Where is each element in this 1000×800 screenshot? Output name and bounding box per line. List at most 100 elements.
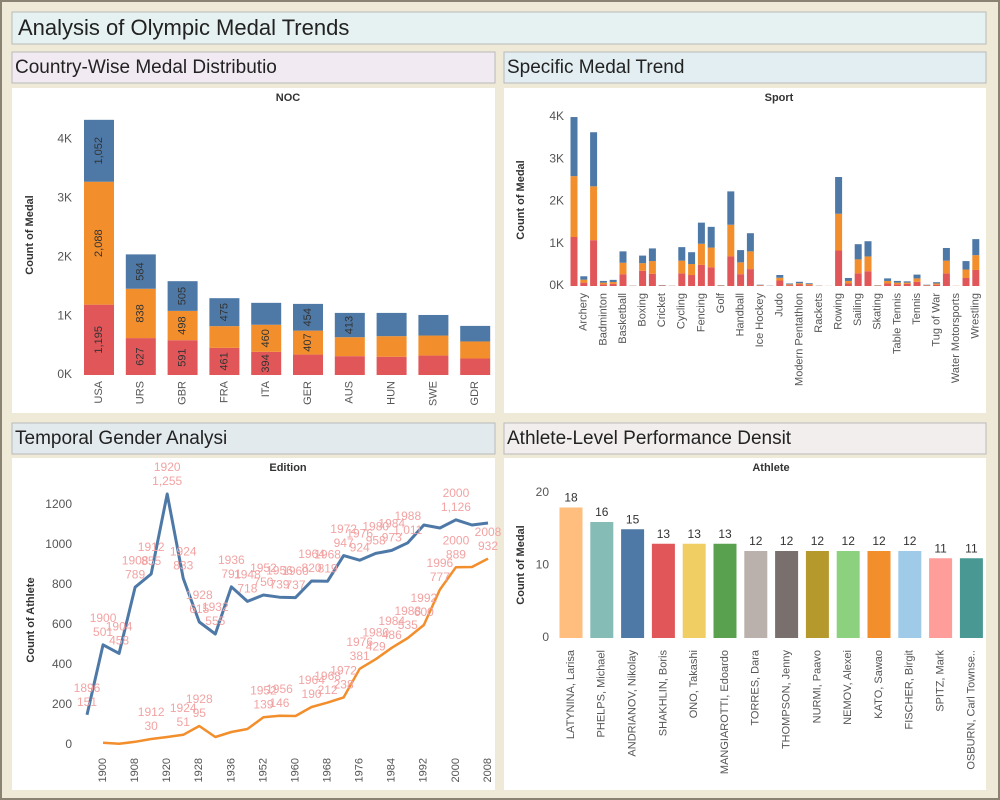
data-label: 16 — [595, 505, 609, 519]
y-tick-label: 0 — [542, 630, 549, 644]
bar-segment — [854, 273, 862, 286]
y-tick-label: 20 — [536, 485, 550, 499]
bar-segment — [933, 284, 941, 286]
bar-segment — [835, 250, 843, 286]
data-label: 12 — [842, 534, 856, 548]
x-tick-label: HUN — [386, 381, 398, 405]
bar-segment — [334, 337, 365, 357]
bar — [651, 543, 675, 638]
x-tick-label: 2008 — [482, 758, 494, 782]
data-label: 12 — [749, 534, 763, 548]
data-label: 475 — [218, 303, 230, 321]
point-label-value: 146 — [269, 696, 289, 710]
x-tick-label: 1900 — [97, 758, 109, 782]
point-label-value: 95 — [193, 706, 207, 720]
point-label-year: 1948 — [234, 568, 261, 582]
bar-segment — [580, 279, 588, 283]
x-tick-label: Handball — [735, 293, 747, 336]
bar-segment — [795, 281, 803, 284]
bar-segment — [962, 277, 970, 286]
x-tick-label: THOMPSON, Jenny — [781, 650, 793, 750]
bar-segment — [746, 251, 754, 270]
x-tick-label: SWE — [427, 381, 439, 406]
panel-title: Specific Medal Trend — [507, 57, 684, 78]
bar-segment — [805, 284, 813, 286]
panel-title: Athlete-Level Performance Densit — [507, 428, 792, 449]
bar-segment — [293, 330, 323, 355]
bar-segment — [786, 283, 794, 285]
y-tick-label: 1200 — [45, 497, 72, 511]
point-label-year: 1992 — [410, 591, 437, 605]
bar-segment — [84, 119, 114, 182]
x-tick-label: FRA — [218, 380, 230, 403]
bar-segment — [746, 233, 754, 252]
x-tick-label: NEMOV, Alexei — [842, 650, 854, 725]
x-tick-label: 1976 — [354, 758, 366, 782]
bar-segment — [903, 283, 911, 286]
point-label-value: 1,255 — [152, 474, 182, 488]
bar-segment — [844, 277, 852, 281]
data-label: 12 — [903, 534, 917, 548]
bar-segment — [334, 312, 365, 338]
point-label-year: 1988 — [394, 509, 421, 523]
x-tick-label: Tug of War — [931, 293, 943, 347]
x-tick-label: Table Tennis — [891, 293, 903, 354]
data-label: 15 — [626, 512, 640, 526]
bar-segment — [737, 262, 745, 275]
point-label-value: 973 — [382, 531, 402, 545]
y-tick-label: 3K — [57, 191, 72, 205]
point-label-value: 429 — [366, 639, 386, 653]
point-label-value: 924 — [350, 540, 370, 554]
bar-segment — [590, 240, 598, 286]
x-tick-label: FISCHER, Birgit — [904, 650, 916, 729]
point-label-year: 1964 — [298, 673, 325, 687]
x-tick-label: KATO, Sawao — [873, 650, 885, 719]
point-label-value: 932 — [478, 539, 498, 553]
y-tick-label: 400 — [52, 657, 72, 671]
bar — [744, 551, 768, 638]
bar-segment — [933, 283, 941, 285]
point-label-year: 1968 — [314, 669, 341, 683]
y-tick-label: 4K — [549, 109, 564, 123]
data-label: 838 — [135, 304, 147, 322]
dashboard-title: Analysis of Olympic Medal Trends — [18, 15, 349, 40]
data-label: 461 — [218, 352, 230, 370]
point-label-year: 1936 — [218, 553, 245, 567]
point-label-value: 615 — [189, 602, 209, 616]
bar-segment — [776, 277, 784, 281]
point-label-year: 1904 — [106, 620, 133, 634]
bar-segment — [972, 269, 980, 286]
point-label-year: 1924 — [170, 701, 197, 715]
bar-segment — [786, 285, 794, 286]
data-label: 394 — [260, 354, 272, 372]
point-label-year: 1988 — [394, 604, 421, 618]
bar-segment — [609, 283, 617, 286]
x-tick-label: SHAKHLIN, Boris — [657, 650, 669, 737]
point-label-value: 151 — [77, 695, 97, 709]
bar-segment — [418, 335, 449, 356]
x-tick-label: USA — [93, 380, 105, 403]
bar-segment — [893, 282, 901, 285]
data-label: 584 — [135, 262, 147, 280]
point-label-value: 139 — [253, 697, 273, 711]
data-label: 413 — [344, 316, 356, 334]
point-label-year: 1956 — [266, 563, 293, 577]
point-label-year: 1928 — [186, 588, 213, 602]
data-label: 12 — [872, 534, 886, 548]
point-label-year: 1960 — [282, 564, 309, 578]
data-label: 12 — [780, 534, 794, 548]
panel-title-bar — [503, 51, 987, 84]
bar-segment — [609, 279, 617, 282]
bar-segment — [893, 280, 901, 283]
data-label: 11 — [934, 541, 947, 555]
bar-segment — [648, 273, 656, 286]
point-label-value: 1,126 — [441, 500, 471, 514]
axis-header: Athlete — [752, 462, 789, 474]
x-tick-label: Boxing — [637, 293, 649, 327]
bar-segment — [590, 132, 598, 187]
bar-segment — [418, 355, 449, 375]
point-label-value: 820 — [302, 561, 322, 575]
bar-segment — [639, 263, 647, 271]
bar-segment — [570, 176, 578, 238]
bar-segment — [962, 269, 970, 278]
